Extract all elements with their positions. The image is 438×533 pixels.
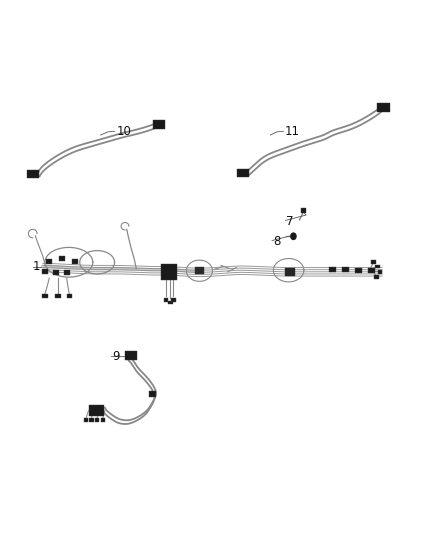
Bar [125, 351, 137, 360]
Bar [53, 270, 59, 275]
Bar [72, 259, 78, 264]
Bar [55, 294, 60, 298]
Text: 10: 10 [117, 125, 131, 138]
Bar [378, 103, 390, 112]
Text: 8: 8 [273, 235, 281, 247]
Text: 9: 9 [113, 350, 120, 363]
Bar [67, 294, 72, 298]
Bar [95, 418, 99, 422]
Bar [64, 270, 70, 275]
Circle shape [291, 233, 296, 239]
Bar [375, 265, 380, 268]
Bar [161, 264, 177, 280]
Bar [237, 169, 249, 177]
Text: 1: 1 [33, 260, 40, 273]
Bar [195, 267, 204, 274]
Bar [88, 406, 104, 416]
Bar [42, 294, 47, 298]
Bar [59, 256, 65, 261]
Bar [355, 268, 362, 273]
Bar [378, 270, 382, 273]
Bar [149, 391, 156, 397]
Bar [163, 298, 168, 302]
Text: 11: 11 [284, 125, 299, 138]
Bar [46, 259, 52, 264]
Bar [374, 275, 379, 279]
Bar [168, 301, 173, 304]
Bar [371, 261, 376, 264]
Bar [84, 418, 88, 422]
Bar [101, 418, 105, 422]
Bar [342, 267, 349, 272]
Bar [368, 268, 375, 273]
Text: 7: 7 [286, 215, 294, 228]
Bar [153, 120, 165, 128]
Bar [301, 208, 306, 213]
Bar [171, 298, 176, 302]
Bar [328, 267, 336, 272]
Bar [285, 268, 295, 276]
Bar [89, 418, 94, 422]
Bar [42, 269, 48, 274]
Bar [27, 170, 39, 179]
